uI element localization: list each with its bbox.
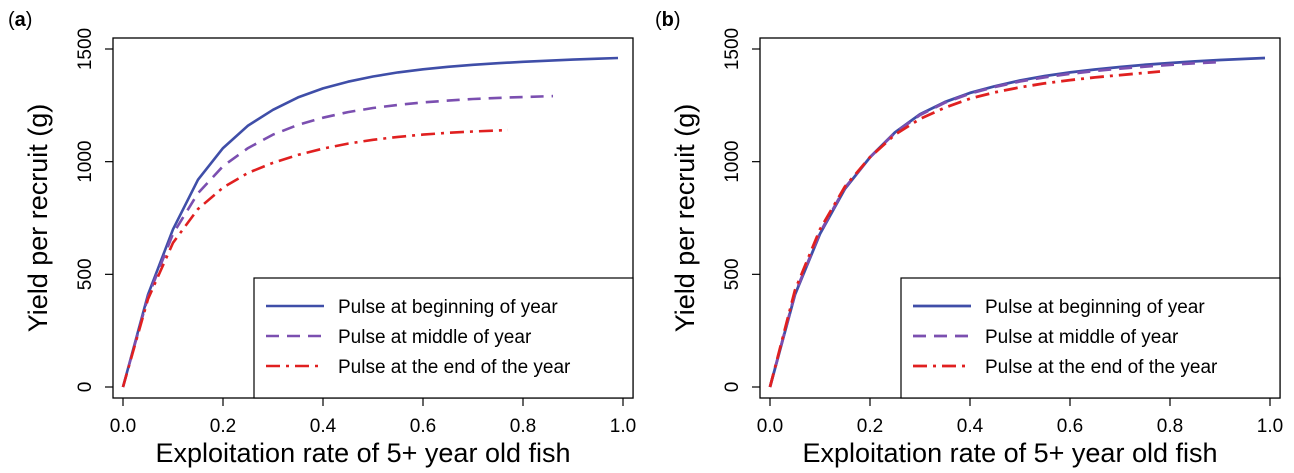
chart-panel-b: (b) 0.0 0.2 0.4 0.6 0.8 1.0 0 500 1000 1500 Exploit… — [647, 0, 1294, 473]
chart-b-x-tick-label: 0.4 — [957, 416, 984, 437]
chart-b-y-tick-label: 0 — [722, 382, 743, 393]
chart-b-x-tick-label: 0.2 — [857, 416, 883, 437]
chart-b-y-tick-label: 500 — [722, 258, 743, 290]
chart-b-x-tick-label: 0.0 — [757, 416, 783, 437]
chart-a-x-tick-label: 0.2 — [210, 416, 236, 437]
chart-a-y-tick-label: 0 — [75, 382, 96, 393]
chart-a-legend-box — [253, 277, 634, 399]
chart-a-legend-label-2: Pulse at middle of year — [338, 327, 532, 348]
chart-b-legend-box — [900, 277, 1281, 399]
chart-b-y-tick-label: 1000 — [722, 141, 743, 183]
chart-b-x-tick-label: 1.0 — [1257, 416, 1283, 437]
chart-a-y-tick-label: 1500 — [75, 28, 96, 70]
chart-a-y-tick-label: 500 — [75, 258, 96, 290]
chart-a-panel-label: (a) — [8, 9, 32, 31]
chart-a-series-line-3 — [121, 128, 509, 388]
chart-a-x-tick-label: 0.0 — [110, 416, 136, 437]
chart-b-x-tick-label: 0.6 — [1057, 416, 1083, 437]
chart-a-svg: (a) 0.0 0.2 0.4 0.6 0.8 1.0 0 500 1000 1500 Exploit… — [8, 9, 636, 468]
chart-b-x-tick-label: 0.8 — [1157, 416, 1183, 437]
chart-a-y-tick-label: 1000 — [75, 141, 96, 183]
chart-b-series-line-3 — [768, 70, 1161, 388]
chart-a-series-line-2 — [121, 94, 554, 388]
chart-b-svg: (b) 0.0 0.2 0.4 0.6 0.8 1.0 0 500 1000 1500 Exploit… — [655, 9, 1283, 468]
chart-b-y-axis-label: Yield per recruit (g) — [670, 104, 700, 333]
chart-a-x-tick-label: 0.4 — [310, 416, 337, 437]
chart-a-x-tick-label: 0.6 — [410, 416, 436, 437]
chart-b-x-axis-label: Exploitation rate of 5+ year old fish — [803, 438, 1218, 468]
chart-b-legend-label-3: Pulse at the end of the year — [985, 357, 1218, 378]
chart-a-x-tick-label: 0.8 — [510, 416, 536, 437]
chart-a-legend-label-3: Pulse at the end of the year — [338, 357, 571, 378]
chart-b-legend-label-1: Pulse at beginning of year — [985, 297, 1205, 318]
chart-a-legend-label-1: Pulse at beginning of year — [338, 297, 558, 318]
chart-b-legend-label-2: Pulse at middle of year — [985, 327, 1179, 348]
chart-panel-a: (a) 0.0 0.2 0.4 0.6 0.8 1.0 0 500 1000 1500 Exploit… — [8, 9, 636, 468]
chart-a-x-tick-label: 1.0 — [610, 416, 636, 437]
chart-a-y-axis-label: Yield per recruit (g) — [23, 104, 53, 333]
chart-b-panel-label: (b) — [655, 9, 681, 31]
chart-a-series-line-1 — [121, 56, 619, 388]
chart-b-y-tick-label: 1500 — [722, 28, 743, 70]
chart-a-x-axis-label: Exploitation rate of 5+ year old fish — [156, 438, 571, 468]
